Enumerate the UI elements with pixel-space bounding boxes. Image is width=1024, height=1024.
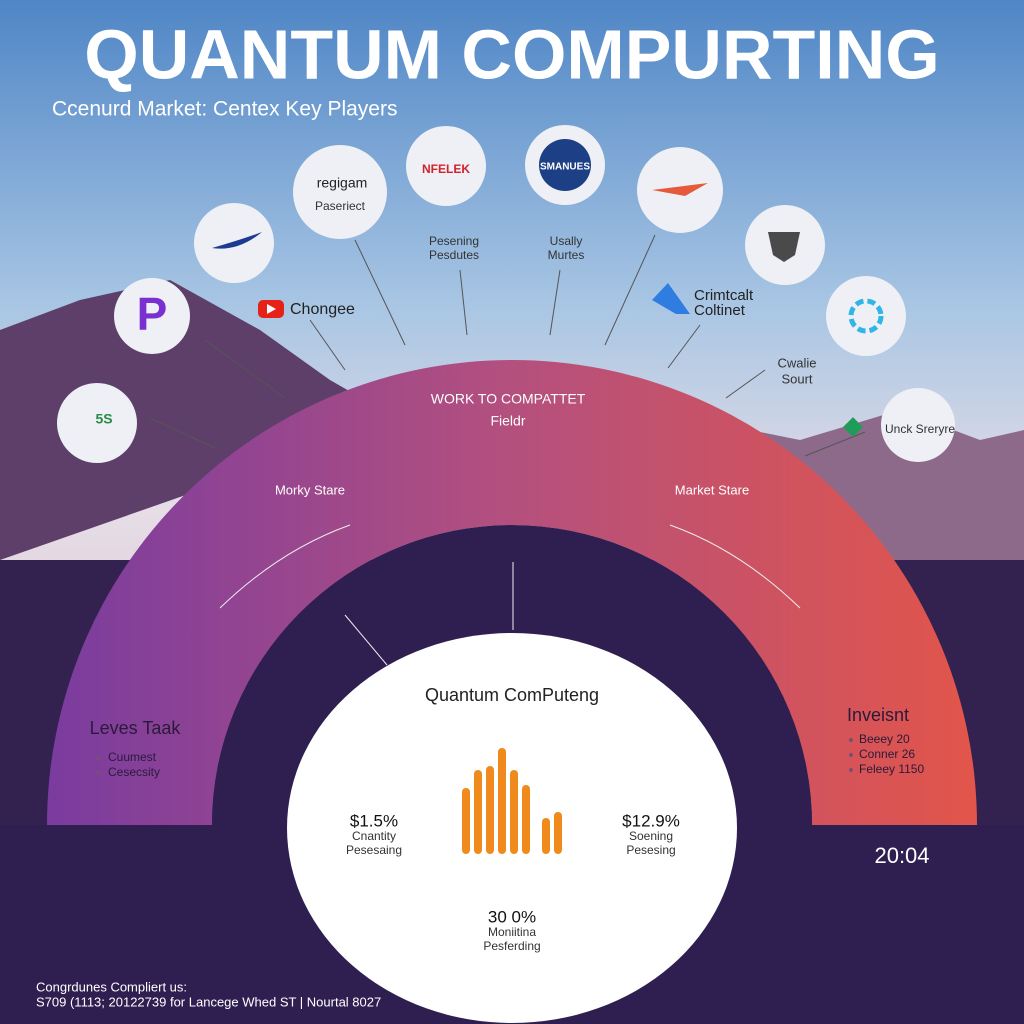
box-item: Cesecsity <box>108 765 160 779</box>
bullet <box>849 753 853 757</box>
arrow <box>804 431 866 457</box>
arrow <box>604 234 656 346</box>
logo-label: Chongee <box>290 301 355 318</box>
bullet <box>96 771 100 775</box>
bullet <box>96 756 100 760</box>
arrow <box>204 339 286 399</box>
bar-shape <box>542 818 550 854</box>
logo-circle <box>57 383 137 463</box>
logo-text: regigam <box>317 175 368 191</box>
logo-label: Crimtcalt <box>694 287 754 304</box>
logo-label: Pesdutes <box>429 248 479 262</box>
box-item: Beeey 20 <box>859 732 910 746</box>
arrow <box>149 417 216 449</box>
arrow <box>309 319 346 371</box>
box-title: Leves Taak <box>90 718 182 738</box>
subtitle: Ccenurd Market: Centex Key Players <box>52 98 397 121</box>
box-item: Feleey 1150 <box>859 762 924 776</box>
bar-shape <box>462 788 470 854</box>
stat-value: $12.9% <box>622 811 680 830</box>
stat-label: Soening <box>629 829 673 843</box>
ring-icon <box>848 298 884 334</box>
logo-circle <box>114 278 190 354</box>
bar-shape <box>522 785 530 854</box>
bar-shape <box>510 770 518 854</box>
plane-icon <box>652 183 708 196</box>
stat-label: Pesferding <box>483 939 540 953</box>
logo-label: Murtes <box>548 248 585 262</box>
arrow <box>667 324 701 369</box>
arrow <box>344 614 388 666</box>
time: 20:04 <box>874 843 929 868</box>
mini-bars <box>462 748 562 854</box>
mountain <box>0 280 400 560</box>
arrow <box>549 269 561 336</box>
arc-label: Morky Stare <box>275 482 345 497</box>
logo-circles <box>57 125 955 463</box>
logo-label: Coltinet <box>694 302 746 319</box>
connectors <box>149 234 866 666</box>
logo-text: NFELEK <box>422 162 470 176</box>
logo-circle <box>881 388 955 462</box>
box-item: Cuumest <box>108 750 157 764</box>
shield-icon <box>768 232 800 262</box>
globe-icon <box>539 139 591 191</box>
swoosh-icon <box>212 232 262 249</box>
bar-shape <box>486 766 494 854</box>
logo-label: Pesening <box>429 234 479 248</box>
bar-shape <box>554 812 562 854</box>
logo-label: Unck Sreryre <box>885 422 955 436</box>
logo-circle <box>406 126 486 206</box>
bullet <box>849 738 853 742</box>
bullet <box>849 768 853 772</box>
diamond-icon <box>843 417 863 437</box>
center-title: Quantum ComPuteng <box>425 685 599 705</box>
arc-heading: WORK TO COMPATTET <box>431 391 586 407</box>
footer-text: S709 (1113; 20122739 for Lancege Whed ST… <box>36 994 381 1009</box>
stat-label: Pesesaing <box>346 843 402 857</box>
logo-label: Sourt <box>781 371 812 386</box>
arrow <box>219 524 351 609</box>
box-item: Conner 26 <box>859 747 915 761</box>
logo-circle <box>293 145 387 239</box>
footer-text: Congrdunes Compliert us: <box>36 979 187 994</box>
logo-label: Cwalie <box>777 355 816 370</box>
texts: QUANTUM COMPURTING Ccenurd Market: Centex… <box>36 15 955 1009</box>
stat-label: Moniitina <box>488 925 536 939</box>
stat-value: $1.5% <box>350 811 398 830</box>
arc-ring <box>47 360 977 825</box>
arc-subheading: Fieldr <box>490 413 525 429</box>
stat-label: Pesesing <box>626 843 675 857</box>
logo-text: SMANUES <box>540 162 590 173</box>
bar-shape <box>474 770 482 854</box>
play-icon <box>267 304 276 314</box>
logo-label: Usally <box>550 234 583 248</box>
title: QUANTUM COMPURTING <box>84 15 939 93</box>
logo-circle <box>826 276 906 356</box>
box-title: Inveisnt <box>847 705 909 725</box>
logo-text: 5S <box>95 411 112 427</box>
bullets <box>96 738 853 775</box>
arrow <box>725 369 766 399</box>
arrow <box>669 524 801 609</box>
triangle-icon <box>652 283 690 314</box>
arrow <box>459 269 468 336</box>
stat-label: Cnantity <box>352 829 396 843</box>
arc-label: Market Stare <box>675 482 749 497</box>
bar-shape <box>498 748 506 854</box>
logo-label: Paseriect <box>315 199 366 213</box>
logo-text: P <box>137 288 168 340</box>
stat-value: 30 0% <box>488 907 536 926</box>
arrow <box>354 239 406 346</box>
